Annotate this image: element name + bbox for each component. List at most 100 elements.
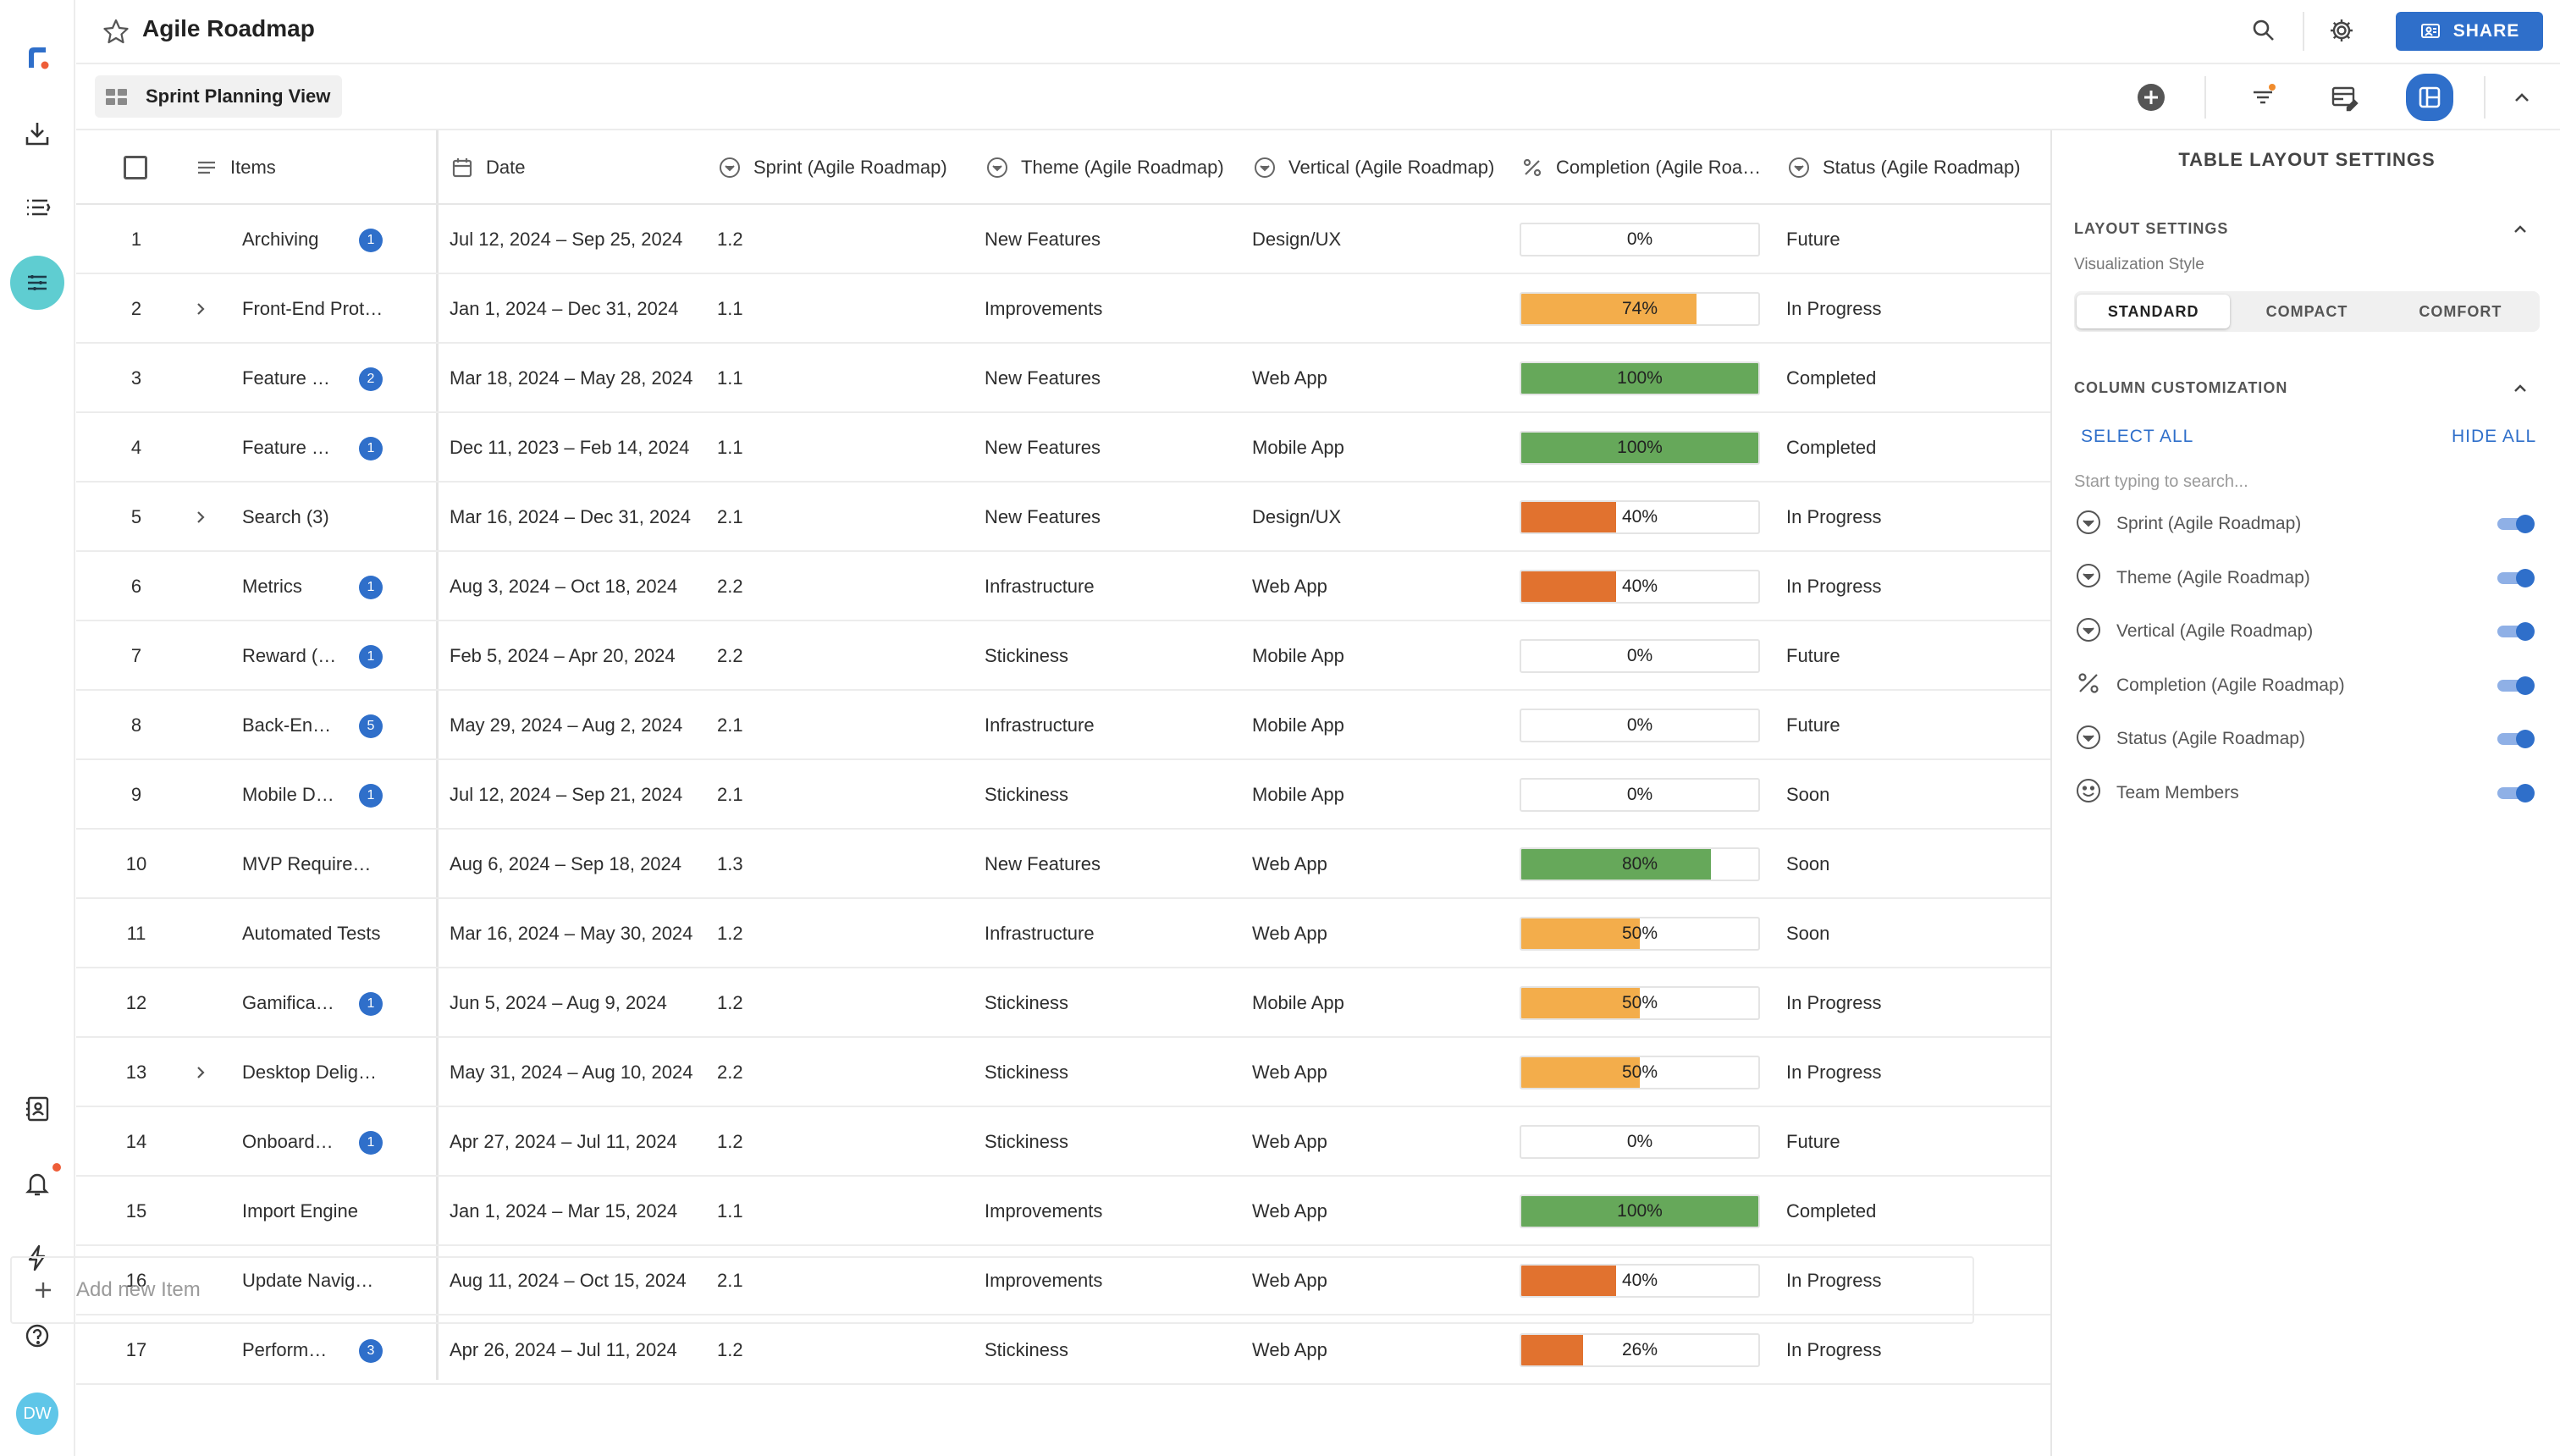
table-edit-icon[interactable]: [2325, 78, 2364, 117]
theme-cell[interactable]: Infrastructure: [985, 923, 1095, 944]
table-row[interactable]: 1 Archiving 1 Jul 12, 2024 – Sep 25, 202…: [76, 205, 2050, 274]
style-comfort[interactable]: COMFORT: [2419, 302, 2502, 320]
date-cell[interactable]: Jul 12, 2024 – Sep 25, 2024: [450, 229, 683, 250]
subitem-count-badge[interactable]: 1: [359, 992, 383, 1016]
sprint-cell[interactable]: 2.2: [717, 1062, 743, 1083]
table-row[interactable]: 11 Automated Tests Mar 16, 2024 – May 30…: [76, 899, 2050, 968]
completion-cell[interactable]: 26%: [1520, 1315, 1762, 1385]
status-cell[interactable]: In Progress: [1786, 506, 1882, 527]
theme-cell[interactable]: New Features: [985, 853, 1101, 874]
vertical-cell[interactable]: Mobile App: [1252, 784, 1344, 805]
status-cell[interactable]: In Progress: [1786, 1339, 1882, 1360]
help-icon[interactable]: [10, 1309, 64, 1363]
header-theme[interactable]: Theme (Agile Roadmap): [985, 130, 1224, 205]
header-date[interactable]: Date: [450, 130, 525, 205]
bell-icon[interactable]: [10, 1156, 64, 1211]
item-name[interactable]: Front-End Prot…: [242, 298, 383, 319]
sprint-cell[interactable]: 1.2: [717, 992, 743, 1013]
hide-all-button[interactable]: HIDE ALL: [2452, 427, 2537, 446]
theme-cell[interactable]: Infrastructure: [985, 714, 1095, 736]
theme-cell[interactable]: Improvements: [985, 1200, 1103, 1222]
select-all-button[interactable]: SELECT ALL: [2081, 427, 2194, 446]
date-cell[interactable]: Apr 27, 2024 – Jul 11, 2024: [450, 1131, 677, 1152]
item-name[interactable]: Perform…: [242, 1339, 328, 1360]
item-name[interactable]: Feature …: [242, 437, 330, 458]
completion-cell[interactable]: 0%: [1520, 1107, 1762, 1177]
vertical-cell[interactable]: Design/UX: [1252, 229, 1342, 250]
date-cell[interactable]: Feb 5, 2024 – Apr 20, 2024: [450, 645, 676, 666]
completion-cell[interactable]: 50%: [1520, 968, 1762, 1038]
table-row[interactable]: 5 Search (3) Mar 16, 2024 – Dec 31, 2024…: [76, 483, 2050, 552]
table-row[interactable]: 4 Feature … 1 Dec 11, 2023 – Feb 14, 202…: [76, 413, 2050, 483]
item-name[interactable]: Update Navig…: [242, 1270, 374, 1291]
subitem-count-badge[interactable]: 1: [359, 437, 383, 461]
table-row[interactable]: 13 Desktop Delig… May 31, 2024 – Aug 10,…: [76, 1038, 2050, 1107]
completion-cell[interactable]: 74%: [1520, 274, 1762, 344]
date-cell[interactable]: Mar 16, 2024 – Dec 31, 2024: [450, 506, 691, 527]
style-standard[interactable]: STANDARD: [2077, 295, 2231, 328]
theme-cell[interactable]: Stickiness: [985, 784, 1069, 805]
column-visibility-toggle[interactable]: [2497, 676, 2535, 695]
theme-cell[interactable]: Improvements: [985, 1270, 1103, 1291]
avatar[interactable]: DW: [16, 1393, 58, 1435]
header-completion[interactable]: Completion (Agile Roa…: [1520, 130, 1774, 205]
status-cell[interactable]: In Progress: [1786, 298, 1882, 319]
status-cell[interactable]: Future: [1786, 714, 1840, 736]
item-name[interactable]: Mobile D…: [242, 784, 334, 805]
theme-cell[interactable]: Stickiness: [985, 1062, 1069, 1083]
date-cell[interactable]: Mar 18, 2024 – May 28, 2024: [450, 367, 693, 389]
subitem-count-badge[interactable]: 3: [359, 1339, 383, 1363]
filter-icon[interactable]: [2243, 78, 2282, 117]
completion-cell[interactable]: 80%: [1520, 830, 1762, 899]
subitem-count-badge[interactable]: 5: [359, 714, 383, 738]
vertical-cell[interactable]: Web App: [1252, 853, 1327, 874]
sprint-cell[interactable]: 2.1: [717, 1270, 743, 1291]
style-compact[interactable]: COMPACT: [2265, 302, 2348, 320]
status-cell[interactable]: In Progress: [1786, 576, 1882, 597]
status-cell[interactable]: Completed: [1786, 367, 1877, 389]
vertical-cell[interactable]: Web App: [1252, 1062, 1327, 1083]
item-name[interactable]: Archiving: [242, 229, 319, 250]
completion-cell[interactable]: 100%: [1520, 344, 1762, 413]
completion-cell[interactable]: 0%: [1520, 205, 1762, 274]
item-name[interactable]: Back-En…: [242, 714, 332, 736]
column-visibility-toggle[interactable]: [2497, 515, 2535, 533]
vertical-cell[interactable]: Mobile App: [1252, 437, 1344, 458]
sprint-cell[interactable]: 1.1: [717, 1200, 743, 1222]
subitem-count-badge[interactable]: 1: [359, 1131, 383, 1155]
date-cell[interactable]: Apr 26, 2024 – Jul 11, 2024: [450, 1339, 677, 1360]
share-button[interactable]: SHARE: [2396, 12, 2543, 51]
sprint-cell[interactable]: 1.2: [717, 1131, 743, 1152]
item-name[interactable]: MVP Require…: [242, 853, 372, 874]
status-cell[interactable]: Future: [1786, 1131, 1840, 1152]
brand-logo-icon[interactable]: [10, 30, 64, 85]
date-cell[interactable]: Jun 5, 2024 – Aug 9, 2024: [450, 992, 667, 1013]
vertical-cell[interactable]: Design/UX: [1252, 506, 1342, 527]
sprint-cell[interactable]: 1.3: [717, 853, 743, 874]
vertical-cell[interactable]: Web App: [1252, 1339, 1327, 1360]
completion-cell[interactable]: 0%: [1520, 760, 1762, 830]
date-cell[interactable]: Aug 6, 2024 – Sep 18, 2024: [450, 853, 682, 874]
table-row[interactable]: 8 Back-En… 5 May 29, 2024 – Aug 2, 2024 …: [76, 691, 2050, 760]
gear-icon[interactable]: [2325, 14, 2359, 47]
subitem-count-badge[interactable]: 1: [359, 645, 383, 669]
theme-cell[interactable]: New Features: [985, 506, 1101, 527]
completion-cell[interactable]: 100%: [1520, 413, 1762, 483]
header-status[interactable]: Status (Agile Roadmap): [1787, 130, 2021, 205]
item-name[interactable]: Gamifica…: [242, 992, 334, 1013]
subitem-count-badge[interactable]: 1: [359, 576, 383, 599]
theme-cell[interactable]: New Features: [985, 367, 1101, 389]
date-cell[interactable]: Aug 3, 2024 – Oct 18, 2024: [450, 576, 678, 597]
layout-icon[interactable]: [2406, 74, 2453, 121]
table-row[interactable]: 9 Mobile D… 1 Jul 12, 2024 – Sep 21, 202…: [76, 760, 2050, 830]
vertical-cell[interactable]: Mobile App: [1252, 645, 1344, 666]
theme-cell[interactable]: New Features: [985, 229, 1101, 250]
table-row[interactable]: 10 MVP Require… Aug 6, 2024 – Sep 18, 20…: [76, 830, 2050, 899]
completion-cell[interactable]: 0%: [1520, 621, 1762, 691]
date-cell[interactable]: Jan 1, 2024 – Mar 15, 2024: [450, 1200, 678, 1222]
sprint-cell[interactable]: 2.2: [717, 576, 743, 597]
sprint-cell[interactable]: 2.1: [717, 714, 743, 736]
table-row[interactable]: 2 Front-End Prot… Jan 1, 2024 – Dec 31, …: [76, 274, 2050, 344]
date-cell[interactable]: Jan 1, 2024 – Dec 31, 2024: [450, 298, 679, 319]
sprint-cell[interactable]: 2.2: [717, 645, 743, 666]
